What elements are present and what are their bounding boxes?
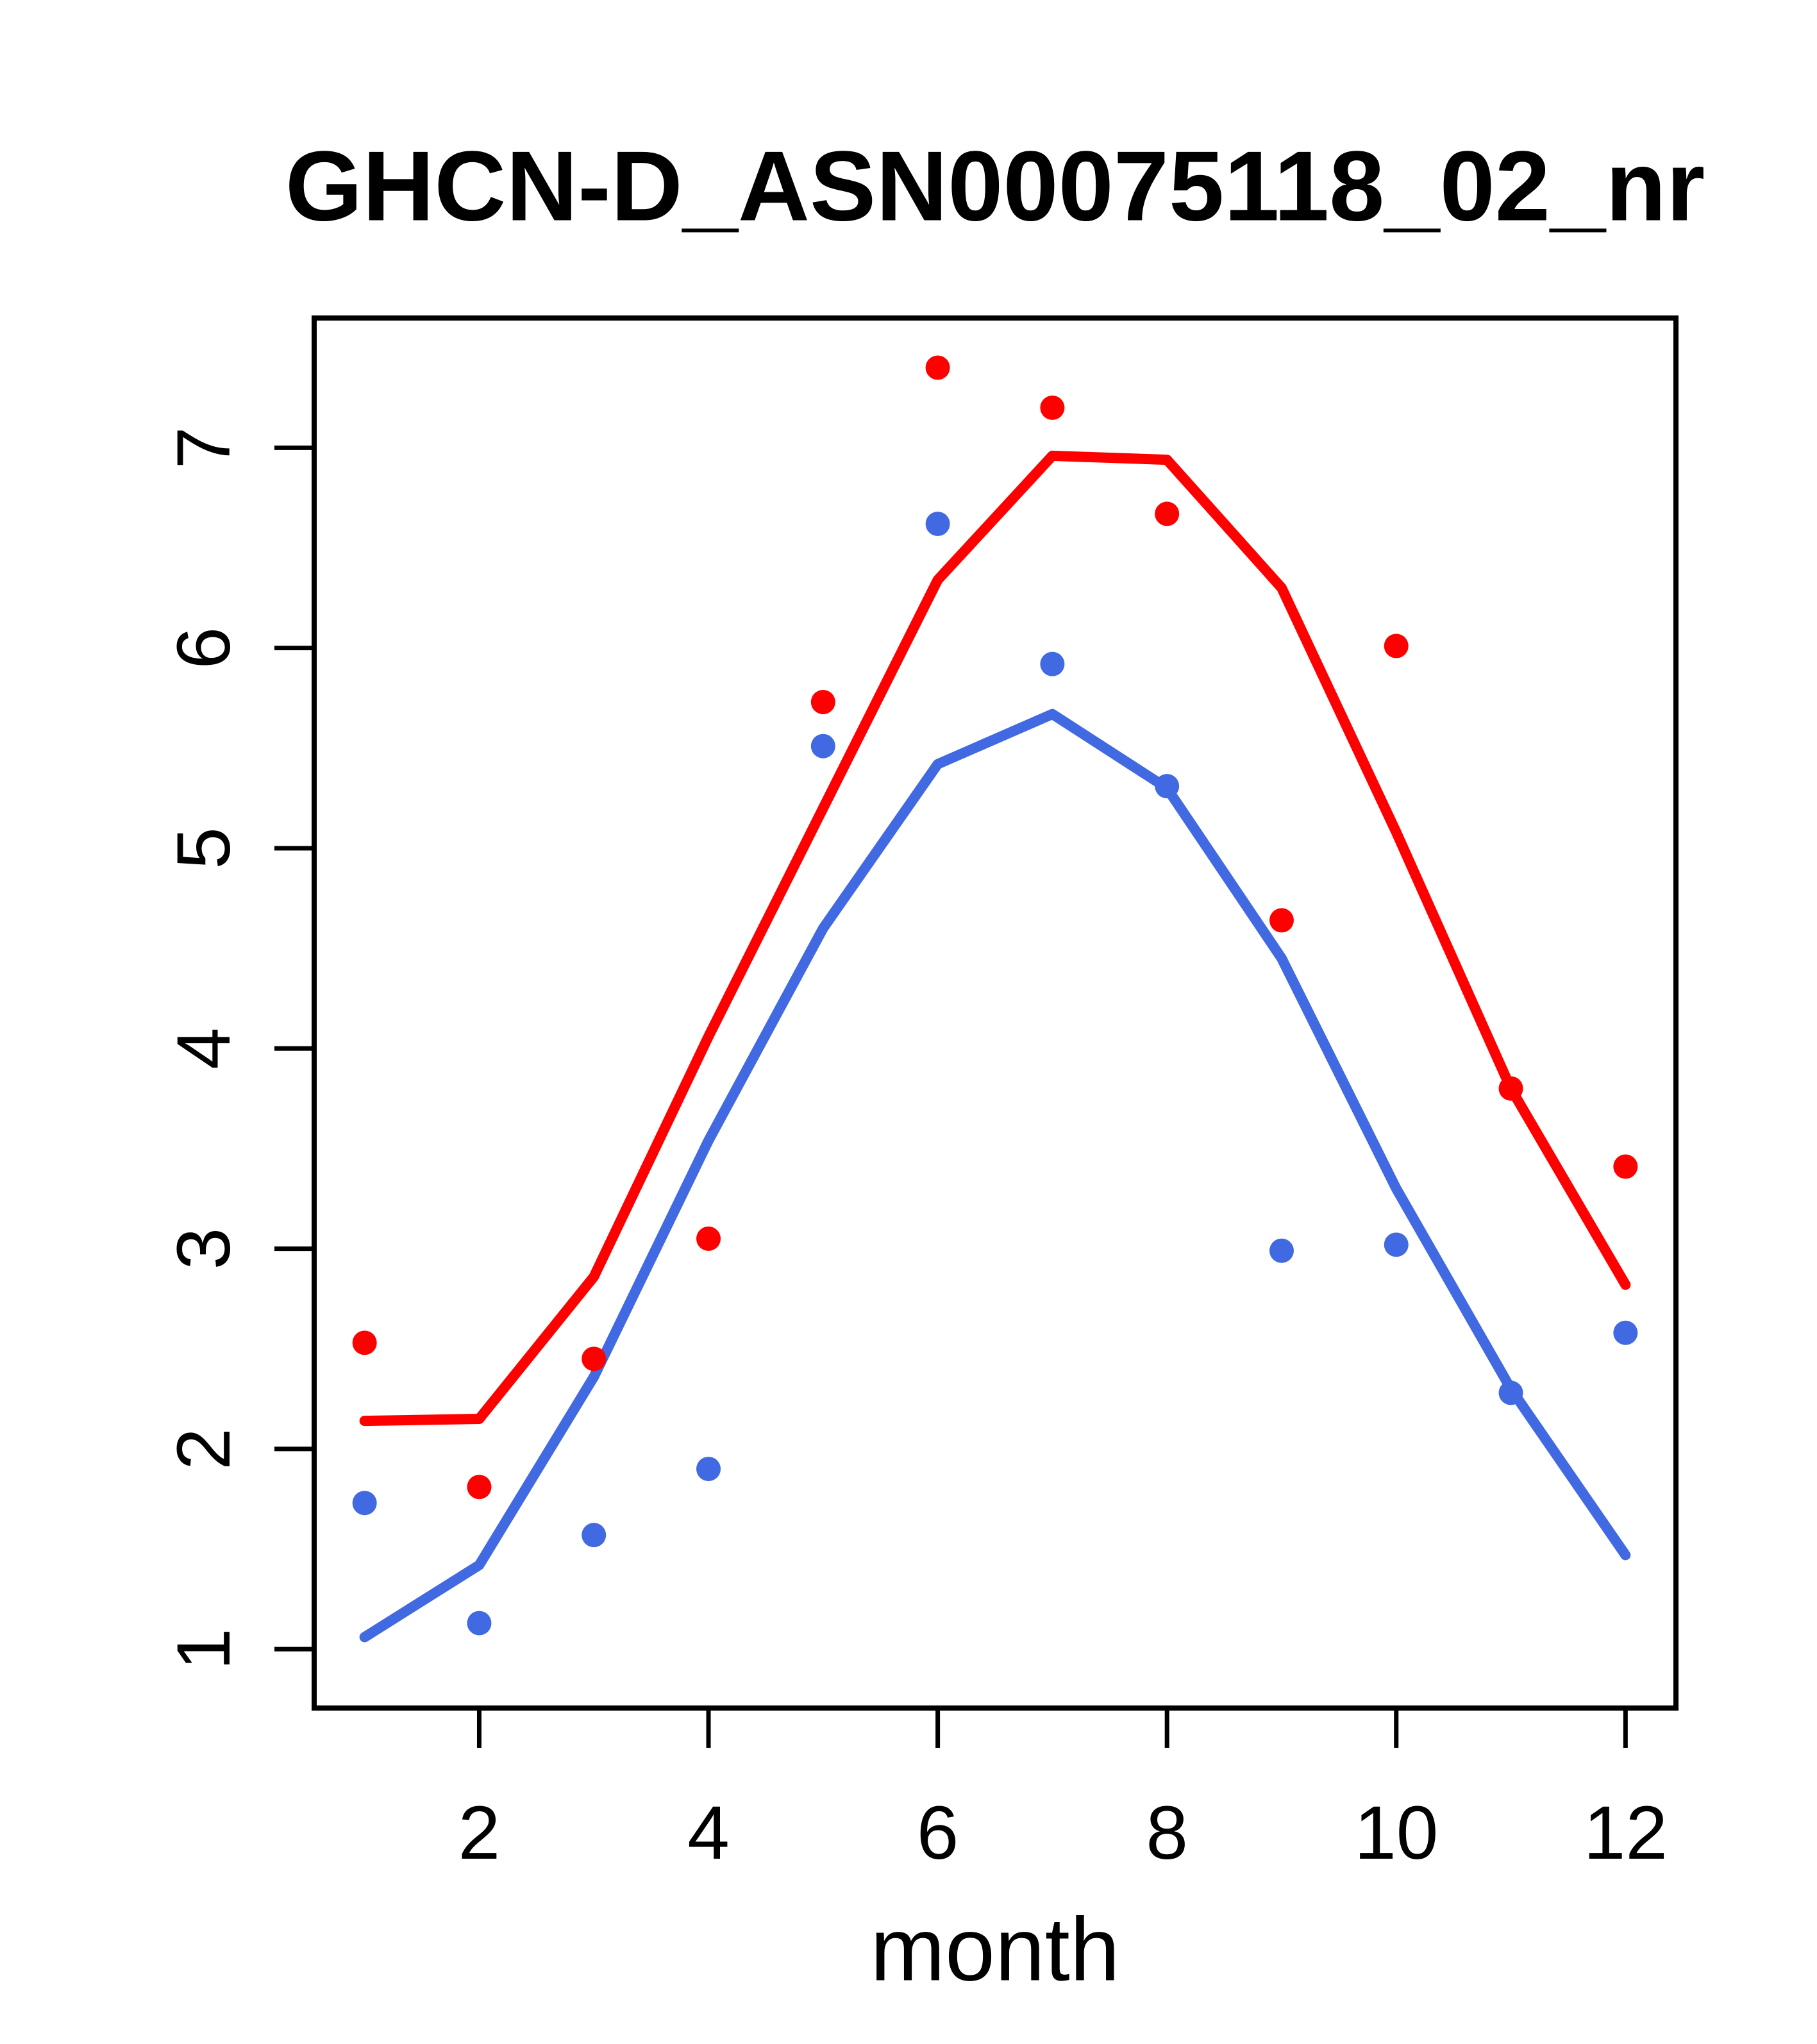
- blue-points-dot: [1269, 1238, 1294, 1263]
- y-tick-label: 5: [162, 827, 246, 869]
- red-points-dot: [352, 1330, 377, 1355]
- red-points-dot: [1155, 501, 1180, 526]
- red-points-dot: [696, 1226, 721, 1251]
- red-points-dot: [1384, 633, 1409, 658]
- blue-points-dot: [582, 1523, 607, 1548]
- blue-points-dot: [925, 512, 950, 537]
- x-tick-label: 10: [1354, 1791, 1438, 1875]
- x-tick-label: 6: [917, 1791, 959, 1875]
- blue-smooth-line: [359, 708, 1631, 1643]
- x-tick-label: 2: [458, 1791, 501, 1875]
- x-tick-label: 12: [1584, 1791, 1668, 1875]
- plot-box: [312, 315, 1679, 1711]
- chart-title: GHCN-D_ASN00075118_02_nr: [285, 131, 1705, 242]
- red-points-dot: [467, 1475, 492, 1500]
- y-tick-label: 2: [162, 1428, 246, 1470]
- blue-points-dot: [696, 1457, 721, 1482]
- blue-points-dot: [1498, 1380, 1523, 1405]
- red-points-dot: [1269, 908, 1294, 933]
- blue-points-dot: [1155, 774, 1180, 799]
- y-tick-label: 4: [162, 1027, 246, 1069]
- x-tick-label: 8: [1146, 1791, 1188, 1875]
- y-tick-label: 7: [162, 427, 246, 469]
- blue-points-dot: [1384, 1232, 1409, 1257]
- y-tick-label: 3: [162, 1228, 246, 1270]
- blue-points-dot: [352, 1491, 377, 1516]
- red-points-dot: [925, 355, 950, 380]
- red-points-dot: [1613, 1154, 1638, 1179]
- y-tick-label: 1: [162, 1628, 246, 1670]
- blue-points-dot: [810, 733, 835, 758]
- red-smooth-line: [359, 450, 1631, 1427]
- red-points-dot: [1040, 395, 1065, 420]
- x-axis-label: month: [870, 1899, 1119, 2000]
- y-tick-label: 6: [162, 627, 246, 669]
- blue-points-dot: [1040, 651, 1065, 676]
- red-points-dot: [1498, 1076, 1523, 1101]
- blue-points-dot: [467, 1611, 492, 1636]
- red-points-dot: [582, 1346, 607, 1371]
- blue-points-dot: [1613, 1320, 1638, 1345]
- red-points-dot: [810, 689, 835, 714]
- x-tick-label: 4: [687, 1791, 730, 1875]
